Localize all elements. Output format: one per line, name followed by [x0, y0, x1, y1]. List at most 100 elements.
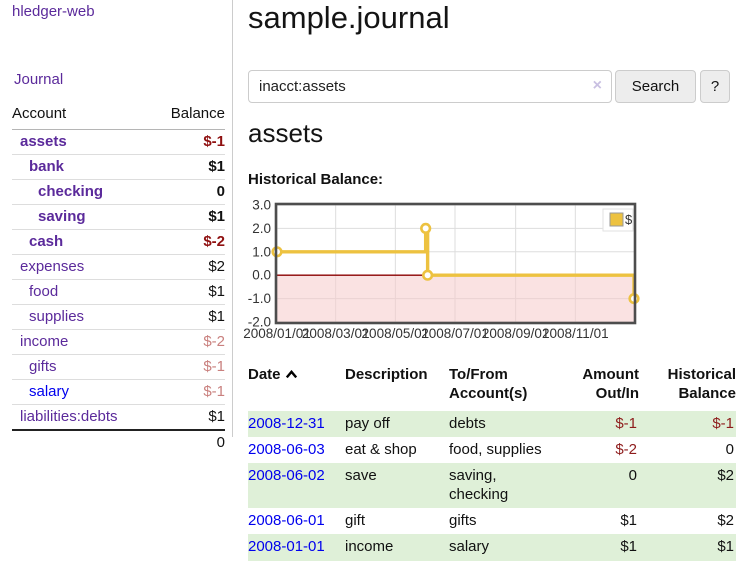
- account-row: expenses $2: [12, 254, 225, 280]
- register-table: Date Description To/From Account(s) Amou…: [248, 362, 736, 561]
- transaction-description: gift: [345, 512, 366, 530]
- brand-link[interactable]: hledger-web: [12, 3, 95, 20]
- register-row: 2008-01-01 income salary $1 $1: [248, 534, 736, 561]
- account-balance: $2: [208, 258, 225, 275]
- main-content: sample.journal × Search ? assets Histori…: [243, 0, 736, 582]
- transaction-balance: $-1: [712, 414, 734, 432]
- svg-text:-2.0: -2.0: [248, 315, 271, 330]
- help-button[interactable]: ?: [700, 70, 730, 103]
- register-row: 2008-06-03 eat & shop food, supplies $-2…: [248, 437, 736, 463]
- transaction-amount: $1: [620, 512, 637, 530]
- svg-text:2008/01/01: 2008/01/01: [243, 326, 311, 341]
- account-link[interactable]: cash: [29, 233, 64, 250]
- transaction-date-link[interactable]: 2008-01-01: [248, 538, 325, 556]
- account-balance: $1: [208, 408, 225, 425]
- account-row: checking 0: [12, 179, 225, 205]
- transaction-accounts: debts: [449, 414, 486, 432]
- account-balance: $-2: [203, 233, 225, 250]
- account-link[interactable]: bank: [29, 158, 65, 175]
- svg-text:2008/09/01: 2008/09/01: [482, 326, 550, 341]
- accounts-total-row: 0: [12, 430, 225, 455]
- account-balance: $1: [208, 308, 225, 325]
- transaction-date-link[interactable]: 2008-06-01: [248, 512, 325, 530]
- search-input[interactable]: [248, 70, 612, 103]
- account-link[interactable]: gifts: [29, 358, 57, 375]
- transaction-date-link[interactable]: 2008-12-31: [248, 414, 325, 432]
- transaction-date-cell: 2008-06-01: [248, 508, 345, 534]
- account-link[interactable]: income: [20, 333, 69, 350]
- account-row: income $-2: [12, 329, 225, 355]
- account-balance: $1: [208, 283, 225, 300]
- account-link[interactable]: assets: [20, 133, 67, 150]
- account-name-cell: bank: [12, 155, 153, 180]
- accounts-total-spacer: [12, 430, 153, 455]
- svg-text:2.0: 2.0: [252, 221, 271, 236]
- transaction-amount: 0: [628, 466, 637, 484]
- search-row: × Search ?: [248, 70, 736, 103]
- account-row: saving $1: [12, 204, 225, 230]
- account-name-cell: assets: [12, 130, 153, 155]
- account-balance: $-1: [203, 383, 225, 400]
- account-link[interactable]: liabilities:debts: [20, 408, 118, 425]
- sort-ascending-icon: [285, 369, 297, 379]
- svg-text:1.0: 1.0: [252, 244, 271, 259]
- accounts-total-balance: 0: [216, 434, 225, 451]
- transaction-date-link[interactable]: 2008-06-03: [248, 440, 325, 458]
- account-name-cell: cash: [12, 230, 153, 255]
- transaction-balance: $2: [717, 466, 734, 484]
- account-row: supplies $1: [12, 304, 225, 330]
- transaction-description: pay off: [345, 414, 390, 432]
- transaction-balance: $1: [717, 538, 734, 556]
- account-link[interactable]: supplies: [29, 308, 85, 325]
- search-button[interactable]: Search: [615, 70, 696, 103]
- register-header-date[interactable]: Date: [248, 362, 345, 411]
- sidebar: hledger-web Journal Account Balance asse…: [0, 0, 233, 451]
- account-row: gifts $-1: [12, 354, 225, 380]
- svg-text:3.0: 3.0: [252, 199, 271, 213]
- account-row: bank $1: [12, 154, 225, 180]
- account-row: assets $-1: [12, 130, 225, 155]
- register-header-accounts: To/From Account(s): [449, 366, 528, 402]
- register-row: 2008-06-02 save saving, checking 0 $2: [248, 462, 736, 509]
- transaction-accounts: food, supplies: [449, 440, 542, 458]
- account-name-cell: saving: [12, 205, 153, 230]
- svg-text:2008/05/01: 2008/05/01: [362, 326, 430, 341]
- account-link[interactable]: salary: [29, 383, 70, 400]
- clear-search-icon[interactable]: ×: [592, 77, 602, 94]
- account-balance: $-1: [203, 133, 225, 150]
- account-name-cell: gifts: [12, 355, 153, 380]
- transaction-balance: 0: [725, 440, 734, 458]
- transaction-accounts: gifts: [449, 512, 477, 530]
- svg-text:2008/11/01: 2008/11/01: [542, 326, 609, 341]
- accounts-header-row: Account Balance: [12, 100, 225, 130]
- account-link[interactable]: checking: [38, 183, 104, 200]
- transaction-date-cell: 2008-06-03: [248, 437, 345, 463]
- account-row: food $1: [12, 279, 225, 305]
- nav-journal-link[interactable]: Journal: [14, 71, 64, 88]
- register-header-balance: Historical Balance: [667, 366, 736, 402]
- transaction-date-link[interactable]: 2008-06-02: [248, 466, 325, 484]
- accounts-header-balance: Balance: [152, 100, 225, 130]
- account-row: cash $-2: [12, 229, 225, 255]
- svg-text:2008/03/01: 2008/03/01: [302, 326, 370, 341]
- svg-text:$: $: [625, 212, 633, 227]
- account-balance: $-1: [203, 358, 225, 375]
- chart-canvas: $3.0 2.0 1.0 0.0 -1.0 -2.02008/01/012008/03/0…: [243, 198, 640, 341]
- account-name-cell: income: [12, 330, 153, 355]
- transaction-accounts: salary: [449, 538, 490, 556]
- account-name-cell: supplies: [12, 305, 153, 330]
- account-link[interactable]: food: [29, 283, 59, 300]
- account-balance: $1: [208, 158, 225, 175]
- transaction-balance: $2: [717, 512, 734, 530]
- register-row: 2008-06-01 gift gifts $1 $2: [248, 508, 736, 534]
- account-heading: assets: [248, 118, 324, 148]
- account-link[interactable]: saving: [38, 208, 86, 225]
- account-link[interactable]: expenses: [20, 258, 85, 275]
- account-name-cell: checking: [12, 180, 153, 205]
- transaction-date-cell: 2008-06-02: [248, 463, 345, 508]
- account-balance: $1: [208, 208, 225, 225]
- transaction-amount: $1: [620, 538, 637, 556]
- register-header-row: Date Description To/From Account(s) Amou…: [248, 362, 736, 411]
- account-name-cell: liabilities:debts: [12, 405, 153, 431]
